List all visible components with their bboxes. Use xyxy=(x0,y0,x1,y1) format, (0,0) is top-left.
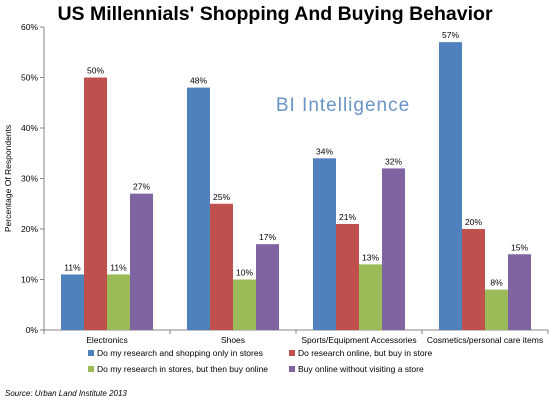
y-tick-label: 50% xyxy=(21,73,38,83)
data-label: 32% xyxy=(385,156,402,166)
chart-title: US Millennials' Shopping And Buying Beha… xyxy=(57,3,493,25)
source-note: Source: Urban Land Institute 2013 xyxy=(5,389,127,398)
data-label: 8% xyxy=(490,278,503,288)
data-label: 20% xyxy=(465,217,482,227)
bar xyxy=(359,264,382,330)
x-tick-label: Sports/Equipment Accessories xyxy=(301,335,416,345)
x-tick-label: Electronics xyxy=(86,335,128,345)
bar xyxy=(256,244,279,330)
bar xyxy=(187,87,210,330)
data-label: 21% xyxy=(339,212,356,222)
data-label: 25% xyxy=(213,192,230,202)
bar xyxy=(84,77,107,330)
axes: 0% 10% 20% 30% 40% 50% 60% Percentage Of Respon… xyxy=(3,22,549,345)
bar xyxy=(130,193,153,330)
bar xyxy=(210,203,233,330)
bar xyxy=(485,289,508,330)
data-label: 50% xyxy=(87,66,104,76)
legend-swatch xyxy=(88,350,94,356)
legend-label: Do my research and shopping only in stor… xyxy=(97,348,263,358)
legend-swatch xyxy=(289,366,295,372)
y-tick-label: 0% xyxy=(26,325,39,335)
bar xyxy=(107,274,130,330)
x-tick-label: Shoes xyxy=(221,335,245,345)
y-tick-label: 40% xyxy=(21,123,38,133)
legend: Do my research and shopping only in stor… xyxy=(88,348,432,374)
y-tick-label: 60% xyxy=(21,22,38,32)
bar xyxy=(61,274,84,330)
legend-swatch xyxy=(88,366,94,372)
data-label: 27% xyxy=(133,182,150,192)
legend-label: Do my research in stores, but then buy o… xyxy=(97,364,268,374)
data-label: 10% xyxy=(236,268,253,278)
data-label: 11% xyxy=(64,262,81,272)
bar xyxy=(462,229,485,330)
bar xyxy=(233,279,256,330)
y-tick-label: 30% xyxy=(21,174,38,184)
watermark-text: BI Intelligence xyxy=(276,95,410,116)
bar xyxy=(439,42,462,331)
bar xyxy=(508,254,531,330)
legend-label: Buy online without visiting a store xyxy=(298,364,424,374)
data-label: 17% xyxy=(259,232,276,242)
y-tick-label: 20% xyxy=(21,224,38,234)
data-label: 11% xyxy=(110,262,127,272)
data-label: 34% xyxy=(316,146,333,156)
data-label: 15% xyxy=(511,242,528,252)
bar xyxy=(313,158,336,330)
data-label: 57% xyxy=(442,30,459,40)
data-label: 13% xyxy=(362,252,379,262)
legend-label: Do research online, but buy in store xyxy=(298,348,432,358)
legend-swatch xyxy=(289,350,295,356)
y-tick-label: 10% xyxy=(21,275,38,285)
data-label: 48% xyxy=(190,76,207,86)
x-tick-label: Cosmetics/personal care items xyxy=(427,335,543,345)
bar xyxy=(382,168,405,330)
bar xyxy=(336,223,359,330)
bars xyxy=(61,42,531,331)
y-axis-title: Percentage Of Respondents xyxy=(3,125,13,232)
data-labels: 11% 50% 11% 27% 48% 25% 10% 17% 34% 21% 13% 32% 57% 2… xyxy=(64,30,528,287)
